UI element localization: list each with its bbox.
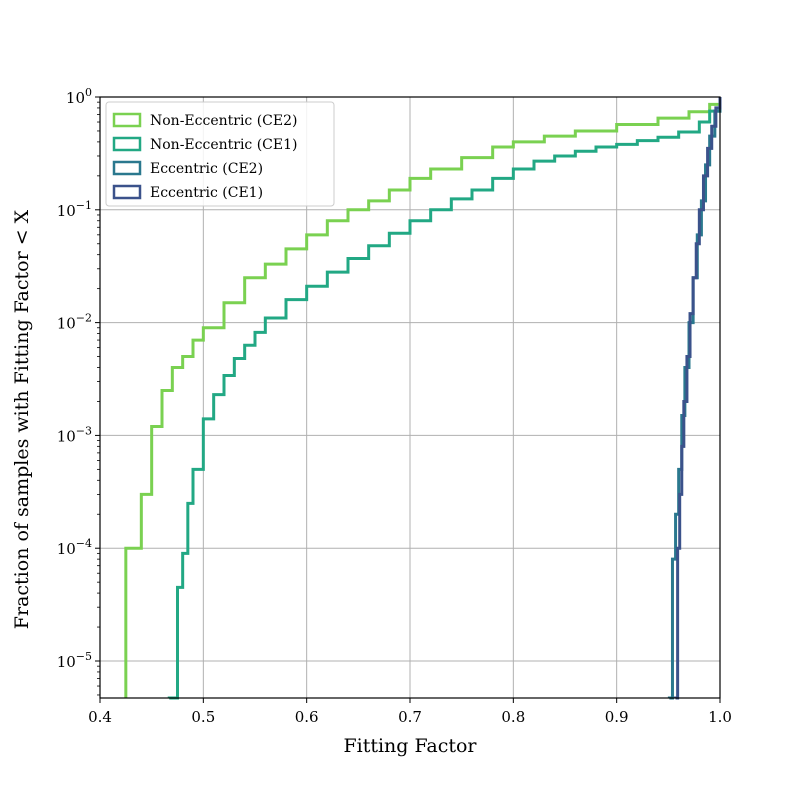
x-tick-label: 0.4: [88, 708, 112, 726]
x-tick-label: 0.8: [501, 708, 525, 726]
x-tick-label: 0.9: [605, 708, 629, 726]
x-tick-label: 0.5: [191, 708, 215, 726]
series-layer: [124, 97, 722, 700]
series-line-4: [674, 97, 722, 700]
y-tick-label: 10−4: [57, 537, 92, 558]
y-axis-label: Fraction of samples with Fitting Factor …: [11, 209, 33, 629]
legend-swatch: [112, 160, 142, 176]
y-tick-label: 100: [66, 86, 92, 107]
y-tick-label: 10−5: [57, 650, 92, 671]
series-line-1: [124, 97, 722, 699]
legend-label: Non-Eccentric (CE1): [150, 137, 297, 153]
x-axis-label: Fitting Factor: [343, 735, 477, 757]
legend-swatch: [112, 184, 142, 200]
legend-box: [105, 101, 335, 207]
series-line-2: [167, 97, 722, 700]
x-tick-label: 0.6: [295, 708, 319, 726]
legend-label: Non-Eccentric (CE2): [150, 113, 297, 129]
tick-layer: 0.4 0.5 0.6 0.7 0.8 0.9 1.0 100 10−1 10−2 10−3 10−4…: [57, 86, 732, 726]
x-tick-label: 1.0: [708, 708, 732, 726]
x-tick-label: 0.7: [398, 708, 422, 726]
y-tick-label: 10−2: [57, 312, 92, 333]
legend-label: Eccentric (CE1): [150, 185, 263, 201]
legend-label: Eccentric (CE2): [150, 161, 263, 177]
y-tick-label: 10−3: [57, 424, 92, 445]
legend-swatch: [112, 136, 142, 152]
legend: Non-Eccentric (CE2) Non-Eccentric (CE1) Ec…: [105, 101, 335, 207]
y-tick-label: 10−1: [57, 199, 92, 220]
legend-swatch: [112, 112, 142, 128]
